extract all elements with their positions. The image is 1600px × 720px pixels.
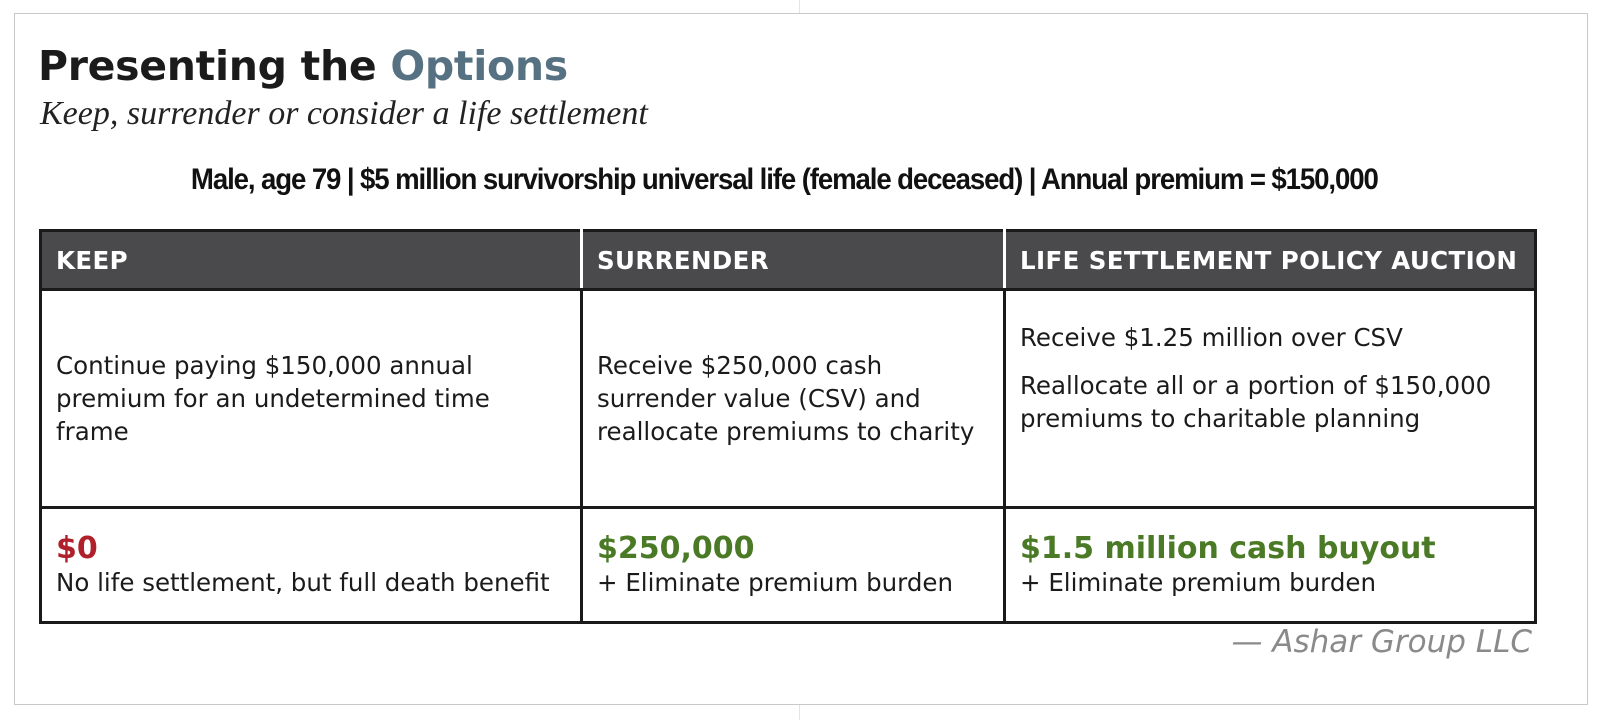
- source-credit: — Ashar Group LLC: [1231, 624, 1532, 660]
- surrender-description-cell: Receive $250,000 cash surrender value (C…: [580, 288, 1006, 509]
- outcome-row: $0 No life settlement, but full death be…: [39, 506, 1537, 624]
- options-table: KEEP SURRENDER LIFE SETTLEMENT POLICY AU…: [39, 229, 1537, 624]
- life-settlement-outcome-cell: $1.5 million cash buyout + Eliminate pre…: [1003, 506, 1537, 624]
- surrender-outcome-cell: $250,000 + Eliminate premium burden: [580, 506, 1006, 624]
- life-settlement-description-line: Reallocate all or a portion of $150,000: [1020, 371, 1492, 400]
- page-subtitle: Keep, surrender or consider a life settl…: [40, 95, 648, 132]
- bottom-seam-line: [799, 705, 800, 720]
- keep-description-line: frame: [56, 417, 129, 446]
- title-accent: Options: [390, 42, 568, 90]
- keep-description-cell: Continue paying $150,000 annual premium …: [39, 288, 583, 509]
- column-header-surrender: SURRENDER: [580, 229, 1006, 291]
- surrender-description-line: reallocate premiums to charity: [597, 417, 975, 446]
- surrender-description-line: Receive $250,000 cash: [597, 351, 883, 380]
- life-settlement-description-line: premiums to charitable planning: [1020, 404, 1421, 433]
- keep-description-line: Continue paying $150,000 annual: [56, 351, 473, 380]
- surrender-outcome-note: + Eliminate premium burden: [597, 567, 953, 597]
- keep-outcome-value: $0: [56, 530, 98, 566]
- life-settlement-description-para: Reallocate all or a portion of $150,000 …: [1020, 369, 1520, 435]
- life-settlement-outcome-value: $1.5 million cash buyout: [1020, 530, 1436, 566]
- title-main: Presenting the: [38, 42, 391, 90]
- table-header-row: KEEP SURRENDER LIFE SETTLEMENT POLICY AU…: [39, 229, 1537, 291]
- life-settlement-description-para: Receive $1.25 million over CSV: [1020, 323, 1403, 352]
- top-seam-line: [799, 0, 800, 13]
- keep-outcome-cell: $0 No life settlement, but full death be…: [39, 506, 583, 624]
- life-settlement-outcome-note: + Eliminate premium burden: [1020, 567, 1376, 597]
- life-settlement-description-cell: Receive $1.25 million over CSV Reallocat…: [1003, 288, 1537, 509]
- column-header-life-settlement: LIFE SETTLEMENT POLICY AUCTION: [1003, 229, 1537, 291]
- page-title: Presenting the Options: [38, 40, 568, 92]
- description-row: Continue paying $150,000 annual premium …: [39, 288, 1537, 509]
- surrender-outcome-value: $250,000: [597, 530, 755, 566]
- scenario-caption: Male, age 79 | $5 million survivorship u…: [190, 163, 1379, 196]
- keep-outcome-note: No life settlement, but full death benef…: [56, 567, 550, 597]
- keep-description-line: premium for an undetermined time: [56, 384, 490, 413]
- column-header-keep: KEEP: [39, 229, 583, 291]
- surrender-description-line: surrender value (CSV) and: [597, 384, 921, 413]
